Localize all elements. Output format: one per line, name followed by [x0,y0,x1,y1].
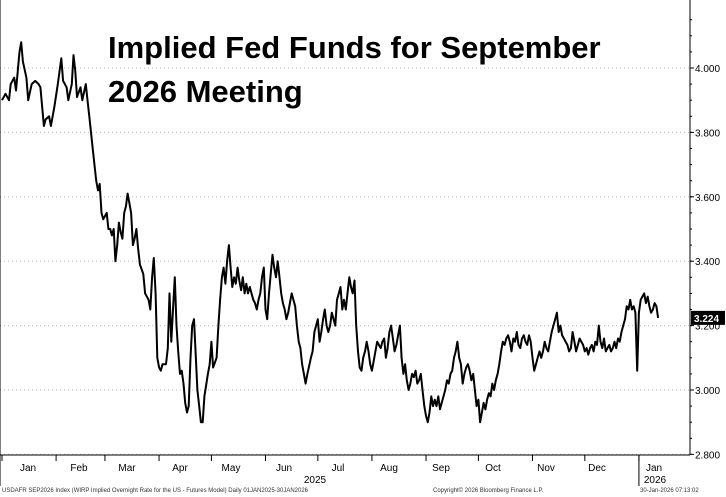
x-tick-label: Nov [537,463,555,474]
year-label: 2026 [644,475,667,486]
chart-title-line-1: Implied Fed Funds for September [108,30,601,65]
footer-copyright: Copyright© 2026 Bloomberg Finance L.P. [433,488,544,494]
x-tick-label: Sep [432,463,450,474]
last-value-label: 3.224 [694,314,719,325]
y-tick-label: 3.600 [695,193,720,204]
x-tick-label: Apr [172,463,188,474]
y-tick-label: 3.000 [695,386,720,397]
y-tick-label: 3.400 [695,257,720,268]
gridlines [0,67,690,455]
y-tick-label: 3.800 [695,128,720,139]
chart-title: Implied Fed Funds for September 2026 Mee… [108,26,688,114]
x-tick-label: Jan [20,463,36,474]
series [1,41,660,424]
y-tick-label: 2.800 [695,450,720,461]
footer-timestamp: 30-Jan-2026 07:13:02 [640,488,699,494]
y-ticks: 2.800 3.000 3.200 3.400 3.600 3.800 4.000 [690,19,720,461]
x-tick-label: Jan [646,463,662,474]
x-tick-label: Dec [588,463,606,474]
x-tick-label: May [222,463,241,474]
y-tick-label: 3.200 [695,322,720,333]
x-tick-label: Oct [485,463,501,474]
x-tick-label: Mar [118,463,136,474]
chart-title-line-2: 2026 Meeting [108,74,303,109]
x-tick-label: Jun [276,463,292,474]
series-line-implied-rate [1,41,660,424]
last-value-badge-box [691,310,725,325]
year-label: 2025 [304,475,327,486]
footer-source: USDAFR SEP2026 Index (WIRP Implied Overn… [2,488,309,494]
x-tick-label: Jul [332,463,345,474]
x-ticks: Jan Feb Mar Apr May Jun Jul Aug Sep Oct Nov Dec Jan2… [1,455,667,486]
axes [0,0,691,486]
y-tick-label: 4.000 [695,64,720,75]
x-tick-label: Aug [380,463,398,474]
x-tick-label: Feb [70,463,88,474]
last-value-badge: 3.224 [691,310,725,325]
